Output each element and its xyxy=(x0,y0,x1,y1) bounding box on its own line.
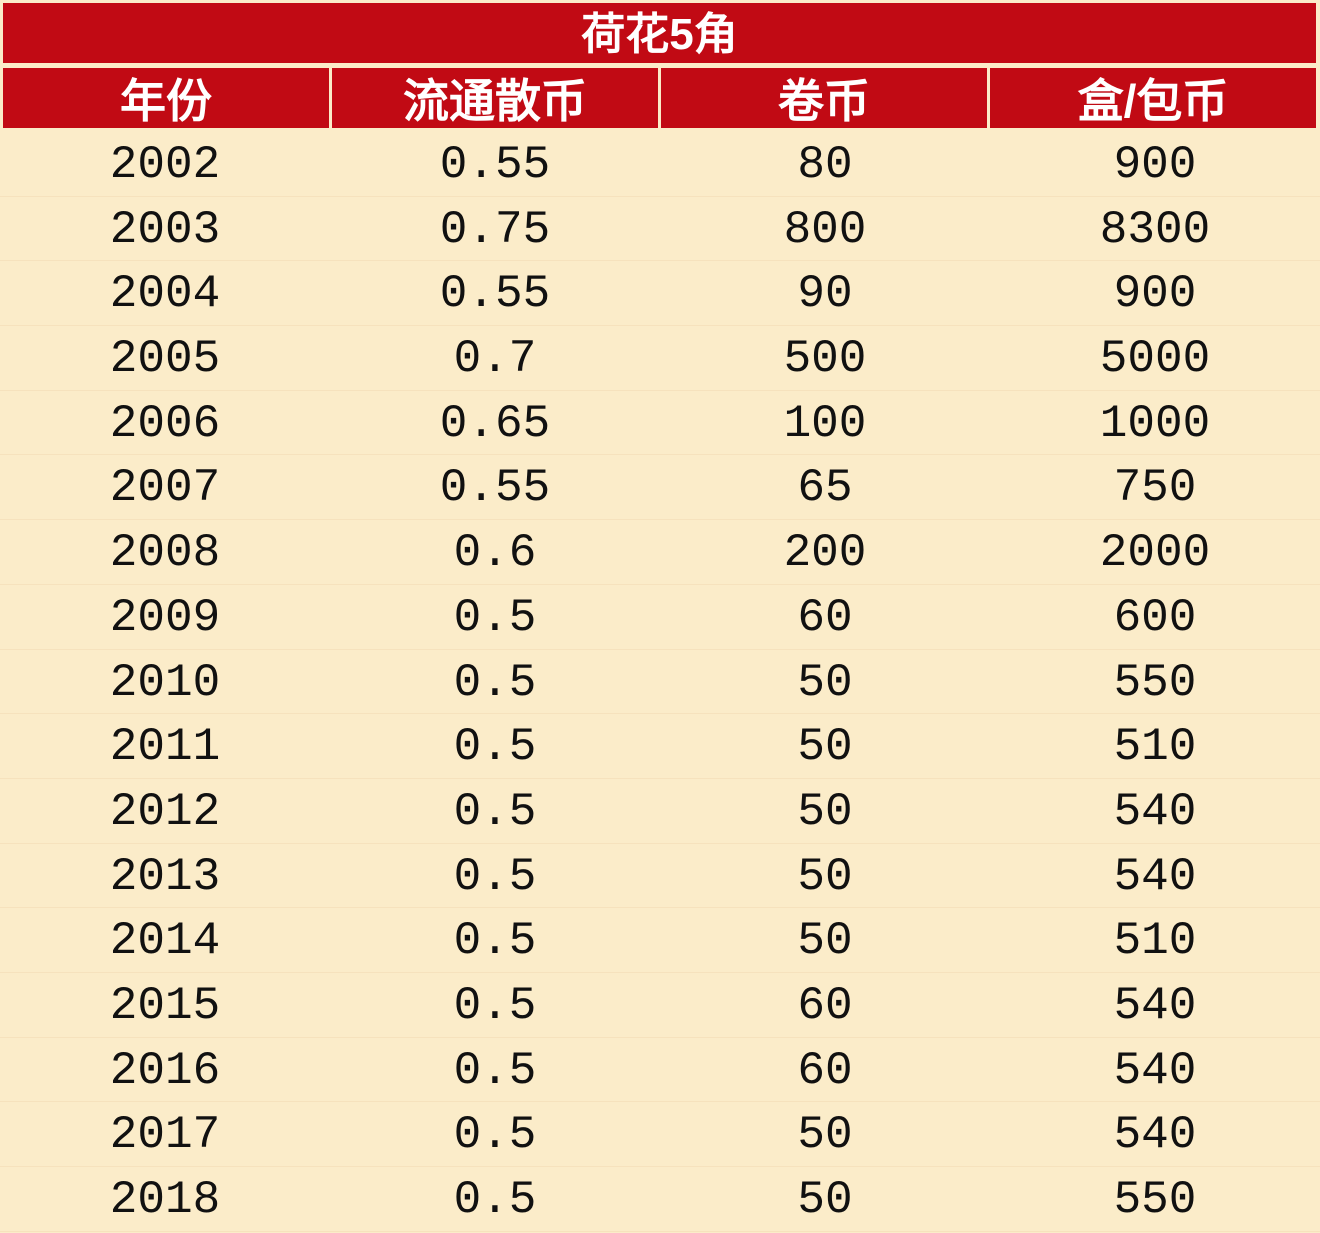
table-row: 2018 0.5 50 550 xyxy=(0,1167,1320,1232)
table-row: 2009 0.5 60 600 xyxy=(0,585,1320,650)
table-row: 2011 0.5 50 510 xyxy=(0,714,1320,779)
cell-box: 5000 xyxy=(1099,333,1211,386)
cell-year: 2012 xyxy=(109,785,221,838)
cell-roll: 80 xyxy=(797,139,853,191)
table-body: 2002 0.55 80 900 2003 0.75 800 8300 2004 0.55 90 90… xyxy=(0,132,1320,1232)
cell-circulated: 0.5 xyxy=(453,785,537,838)
cell-year: 2006 xyxy=(109,397,221,450)
cell-circulated: 0.7 xyxy=(453,333,537,386)
table-row: 2004 0.55 90 900 xyxy=(0,261,1320,327)
table-header-row: 年份 流通散币 卷币 盒/包币 xyxy=(3,68,1316,128)
table-row: 2015 0.5 60 540 xyxy=(0,973,1320,1038)
cell-box: 540 xyxy=(1113,1044,1197,1097)
cell-circulated: 0.5 xyxy=(453,721,537,774)
cell-circulated: 0.5 xyxy=(453,591,537,644)
cell-box: 540 xyxy=(1113,850,1197,903)
cell-year: 2003 xyxy=(109,203,221,256)
cell-year: 2002 xyxy=(109,139,221,191)
cell-box: 1000 xyxy=(1099,397,1211,450)
cell-circulated: 0.65 xyxy=(439,397,551,450)
cell-circulated: 0.5 xyxy=(453,656,537,709)
cell-roll: 50 xyxy=(797,721,853,774)
cell-roll: 60 xyxy=(797,979,853,1032)
cell-year: 2008 xyxy=(109,527,221,580)
cell-year: 2013 xyxy=(109,850,221,903)
cell-box: 900 xyxy=(1113,268,1197,321)
cell-year: 2007 xyxy=(109,462,221,515)
table-row: 2010 0.5 50 550 xyxy=(0,650,1320,715)
cell-box: 600 xyxy=(1113,591,1197,644)
table-row: 2014 0.5 50 510 xyxy=(0,908,1320,973)
cell-box: 540 xyxy=(1113,1109,1197,1162)
cell-box: 550 xyxy=(1113,1174,1197,1226)
cell-circulated: 0.5 xyxy=(453,1044,537,1097)
cell-circulated: 0.5 xyxy=(453,850,537,903)
cell-roll: 200 xyxy=(783,527,867,580)
cell-year: 2014 xyxy=(109,915,221,968)
cell-roll: 50 xyxy=(797,850,853,903)
cell-circulated: 0.5 xyxy=(453,915,537,968)
cell-year: 2017 xyxy=(109,1109,221,1162)
cell-box: 540 xyxy=(1113,979,1197,1032)
cell-roll: 800 xyxy=(783,203,867,256)
cell-circulated: 0.5 xyxy=(453,1174,537,1226)
cell-circulated: 0.55 xyxy=(439,462,551,515)
cell-year: 2016 xyxy=(109,1044,221,1097)
cell-circulated: 0.75 xyxy=(439,203,551,256)
table-row: 2003 0.75 800 8300 xyxy=(0,197,1320,262)
cell-roll: 50 xyxy=(797,915,853,968)
cell-roll: 500 xyxy=(783,333,867,386)
cell-circulated: 0.55 xyxy=(439,139,551,191)
cell-year: 2009 xyxy=(109,591,221,644)
cell-roll: 60 xyxy=(797,1044,853,1097)
cell-circulated: 0.55 xyxy=(439,268,551,321)
cell-box: 8300 xyxy=(1099,203,1211,256)
header-roll: 卷币 xyxy=(661,68,987,128)
cell-year: 2004 xyxy=(109,268,221,321)
cell-box: 900 xyxy=(1113,139,1197,191)
cell-box: 550 xyxy=(1113,656,1197,709)
cell-roll: 65 xyxy=(797,462,853,515)
cell-box: 510 xyxy=(1113,721,1197,774)
cell-year: 2011 xyxy=(109,721,221,774)
cell-roll: 50 xyxy=(797,785,853,838)
cell-roll: 100 xyxy=(783,397,867,450)
cell-roll: 50 xyxy=(797,1109,853,1162)
cell-year: 2015 xyxy=(109,979,221,1032)
table-row: 2006 0.65 100 1000 xyxy=(0,391,1320,456)
cell-circulated: 0.6 xyxy=(453,527,537,580)
table-row: 2007 0.55 65 750 xyxy=(0,455,1320,521)
cell-year: 2005 xyxy=(109,333,221,386)
table-title: 荷花5角 xyxy=(3,3,1316,63)
cell-box: 510 xyxy=(1113,915,1197,968)
table-row: 2008 0.6 200 2000 xyxy=(0,520,1320,585)
cell-year: 2010 xyxy=(109,656,221,709)
cell-circulated: 0.5 xyxy=(453,1109,537,1162)
cell-box: 540 xyxy=(1113,785,1197,838)
cell-roll: 90 xyxy=(797,268,853,321)
cell-circulated: 0.5 xyxy=(453,979,537,1032)
table-row: 2016 0.5 60 540 xyxy=(0,1038,1320,1103)
table-row: 2002 0.55 80 900 xyxy=(0,132,1320,197)
cell-year: 2018 xyxy=(109,1174,221,1226)
table-row: 2012 0.5 50 540 xyxy=(0,779,1320,844)
table-row: 2013 0.5 50 540 xyxy=(0,844,1320,909)
cell-roll: 60 xyxy=(797,591,853,644)
cell-box: 2000 xyxy=(1099,527,1211,580)
header-circulated: 流通散币 xyxy=(332,68,658,128)
table-row: 2005 0.7 500 5000 xyxy=(0,326,1320,391)
table-row: 2017 0.5 50 540 xyxy=(0,1102,1320,1167)
header-box: 盒/包币 xyxy=(990,68,1316,128)
header-year: 年份 xyxy=(3,68,329,128)
cell-roll: 50 xyxy=(797,1174,853,1226)
cell-roll: 50 xyxy=(797,656,853,709)
cell-box: 750 xyxy=(1113,462,1197,515)
